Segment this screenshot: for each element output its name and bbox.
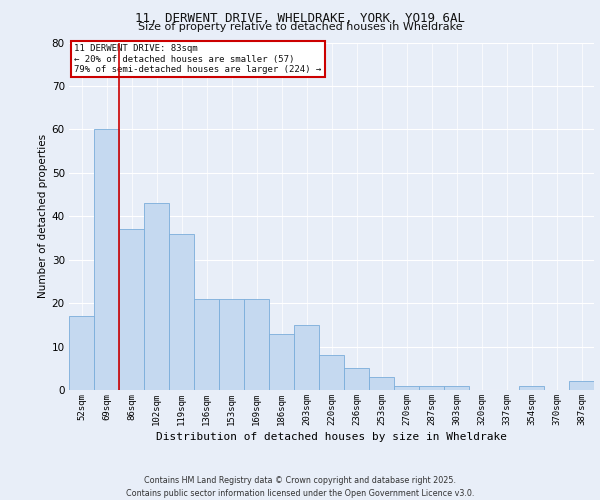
Bar bbox=[169, 234, 194, 390]
Bar bbox=[394, 386, 419, 390]
Bar bbox=[269, 334, 293, 390]
Text: 11, DERWENT DRIVE, WHELDRAKE, YORK, YO19 6AL: 11, DERWENT DRIVE, WHELDRAKE, YORK, YO19… bbox=[135, 12, 465, 24]
Bar bbox=[295, 325, 319, 390]
Bar bbox=[244, 299, 269, 390]
Y-axis label: Number of detached properties: Number of detached properties bbox=[38, 134, 47, 298]
Bar bbox=[445, 386, 469, 390]
Bar bbox=[419, 386, 443, 390]
Bar bbox=[70, 316, 94, 390]
Bar bbox=[370, 377, 394, 390]
Bar bbox=[344, 368, 368, 390]
X-axis label: Distribution of detached houses by size in Wheldrake: Distribution of detached houses by size … bbox=[156, 432, 507, 442]
Bar bbox=[145, 203, 169, 390]
Bar bbox=[94, 130, 119, 390]
Bar bbox=[520, 386, 544, 390]
Text: Size of property relative to detached houses in Wheldrake: Size of property relative to detached ho… bbox=[137, 22, 463, 32]
Text: Contains HM Land Registry data © Crown copyright and database right 2025.
Contai: Contains HM Land Registry data © Crown c… bbox=[126, 476, 474, 498]
Bar bbox=[194, 299, 218, 390]
Bar bbox=[220, 299, 244, 390]
Bar bbox=[119, 230, 143, 390]
Bar bbox=[319, 355, 344, 390]
Bar bbox=[569, 382, 593, 390]
Text: 11 DERWENT DRIVE: 83sqm
← 20% of detached houses are smaller (57)
79% of semi-de: 11 DERWENT DRIVE: 83sqm ← 20% of detache… bbox=[74, 44, 322, 74]
